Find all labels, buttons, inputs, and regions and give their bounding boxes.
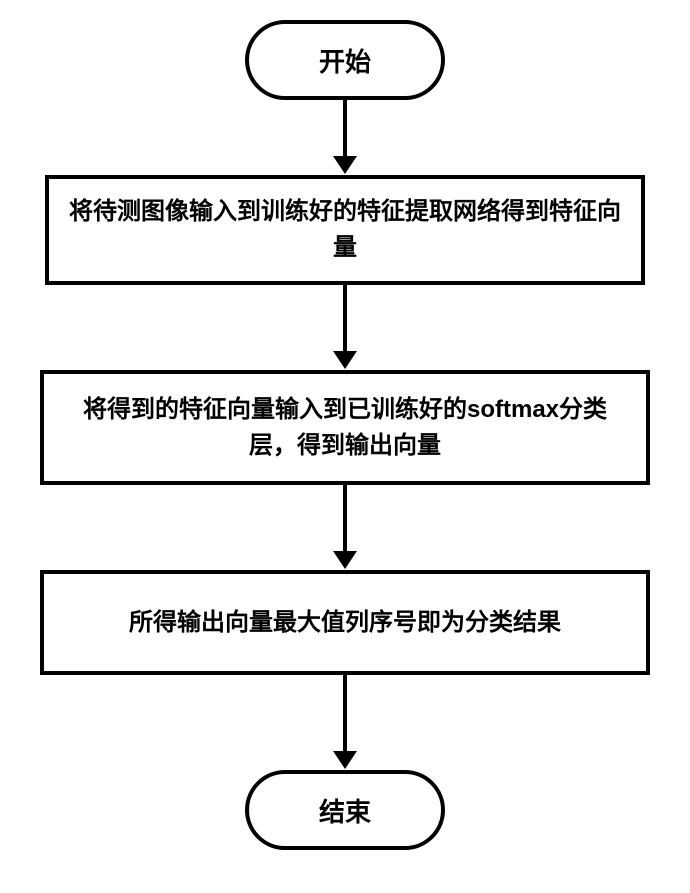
end-terminal: 结束 [245, 770, 445, 850]
step2-process: 将得到的特征向量输入到已训练好的softmax分类层，得到输出向量 [40, 370, 650, 485]
end-label: 结束 [319, 792, 371, 829]
step2-label: 将得到的特征向量输入到已训练好的softmax分类层，得到输出向量 [64, 392, 626, 464]
flowchart-container: 开始 将待测图像输入到训练好的特征提取网络得到特征向量 将得到的特征向量输入到已… [0, 0, 690, 893]
step3-label: 所得输出向量最大值列序号即为分类结果 [129, 605, 561, 641]
step3-process: 所得输出向量最大值列序号即为分类结果 [40, 570, 650, 675]
arrow-3 [333, 485, 357, 569]
arrow-1 [333, 100, 357, 174]
step1-process: 将待测图像输入到训练好的特征提取网络得到特征向量 [45, 175, 645, 285]
start-terminal: 开始 [245, 20, 445, 100]
start-label: 开始 [319, 42, 371, 79]
arrow-2 [333, 285, 357, 369]
arrow-4 [333, 675, 357, 769]
step1-label: 将待测图像输入到训练好的特征提取网络得到特征向量 [69, 194, 621, 266]
